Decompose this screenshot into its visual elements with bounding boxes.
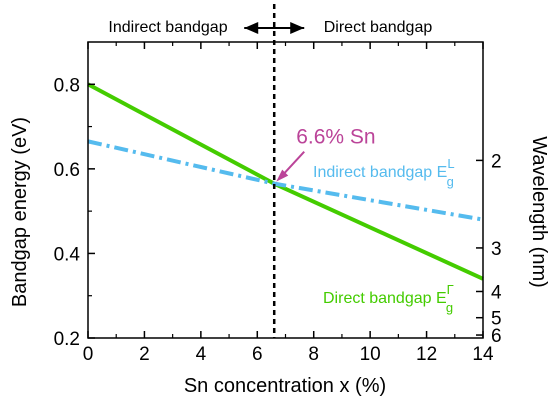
direct-series-label: Direct bandgap EΓ g	[323, 282, 454, 315]
y-tick-label: 0.4	[54, 244, 81, 265]
region-arrow-left-head	[244, 22, 259, 34]
indirect-series-label: Indirect bandgap EL g	[313, 156, 455, 189]
region-label-left: Indirect bandgap	[108, 19, 227, 36]
x-tick-label: 12	[416, 344, 437, 365]
x-tick-label: 10	[360, 344, 381, 365]
y2-tick-label: 6	[491, 326, 502, 347]
x-tick-label: 2	[139, 344, 150, 365]
y-tick-label: 0.8	[54, 75, 80, 96]
y2-tick-label: 3	[491, 239, 502, 260]
crossover-label: 6.6% Sn	[296, 126, 375, 149]
y2-axis-title: Wavelength (nm)	[528, 136, 550, 288]
y-tick-label: 0.2	[54, 329, 80, 350]
y-axis-title: Bandgap energy (eV)	[9, 117, 31, 307]
region-arrow-right-head	[290, 22, 305, 34]
y2-tick-label: 2	[491, 151, 502, 172]
series-line-direct-bandgap	[87, 82, 484, 281]
x-tick-label: 14	[472, 344, 494, 365]
x-tick-label: 0	[83, 344, 94, 365]
series-line-indirect-bandgap	[87, 139, 484, 222]
y2-tick-label: 4	[491, 282, 502, 303]
x-tick-label: 8	[308, 344, 319, 365]
y2-tick-label: 5	[491, 309, 502, 330]
x-tick-label: 6	[252, 344, 263, 365]
y-tick-label: 0.6	[54, 160, 80, 181]
region-label-right: Direct bandgap	[324, 19, 433, 36]
x-tick-label: 4	[196, 344, 207, 365]
x-axis-title: Sn concentration x (%)	[184, 375, 386, 397]
crossover-arrow-head	[276, 169, 289, 182]
